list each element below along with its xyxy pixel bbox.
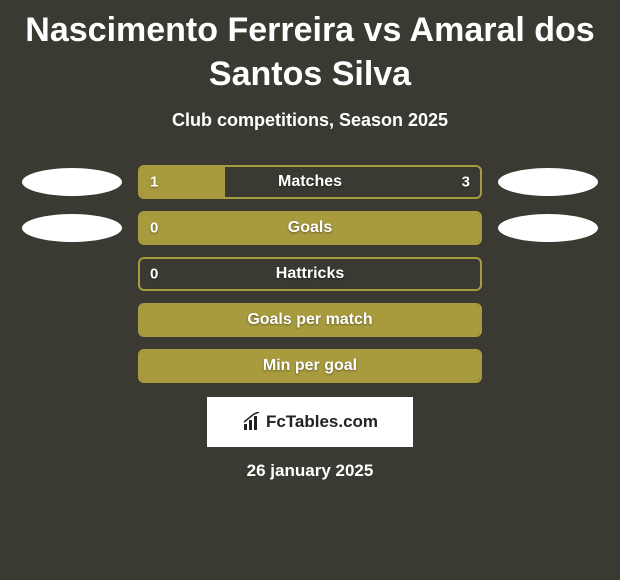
bar-label: Min per goal bbox=[263, 357, 357, 375]
stat-bar: 0 Hattricks bbox=[138, 257, 482, 291]
stat-row: 0 Hattricks bbox=[0, 257, 620, 291]
bar-left-value: 1 bbox=[150, 174, 158, 191]
stat-row: Min per goal bbox=[0, 349, 620, 383]
stat-bar: 0 Goals bbox=[138, 211, 482, 245]
bar-right-value: 3 bbox=[462, 174, 470, 191]
stat-row: Goals per match bbox=[0, 303, 620, 337]
chart-icon bbox=[242, 412, 262, 432]
page-title: Nascimento Ferreira vs Amaral dos Santos… bbox=[0, 8, 620, 96]
logo-text: FcTables.com bbox=[266, 412, 378, 432]
bar-left-value: 0 bbox=[150, 266, 158, 283]
bar-left-value: 0 bbox=[150, 220, 158, 237]
stat-row: 1 Matches 3 bbox=[0, 165, 620, 199]
bar-label: Matches bbox=[278, 173, 342, 191]
logo: FcTables.com bbox=[242, 412, 378, 432]
stat-row: 0 Goals bbox=[0, 211, 620, 245]
date: 26 january 2025 bbox=[0, 461, 620, 481]
stat-bar: Goals per match bbox=[138, 303, 482, 337]
stat-bar: 1 Matches 3 bbox=[138, 165, 482, 199]
bar-label: Goals per match bbox=[247, 311, 372, 329]
left-oval bbox=[22, 168, 122, 196]
stat-bar: Min per goal bbox=[138, 349, 482, 383]
right-oval bbox=[498, 168, 598, 196]
stats-area: 1 Matches 3 0 Goals 0 Hattricks Goals per match… bbox=[0, 165, 620, 383]
right-oval bbox=[498, 214, 598, 242]
subtitle: Club competitions, Season 2025 bbox=[0, 110, 620, 131]
bar-label: Hattricks bbox=[276, 265, 344, 283]
bar-label: Goals bbox=[288, 219, 332, 237]
logo-box: FcTables.com bbox=[207, 397, 413, 447]
left-oval bbox=[22, 214, 122, 242]
